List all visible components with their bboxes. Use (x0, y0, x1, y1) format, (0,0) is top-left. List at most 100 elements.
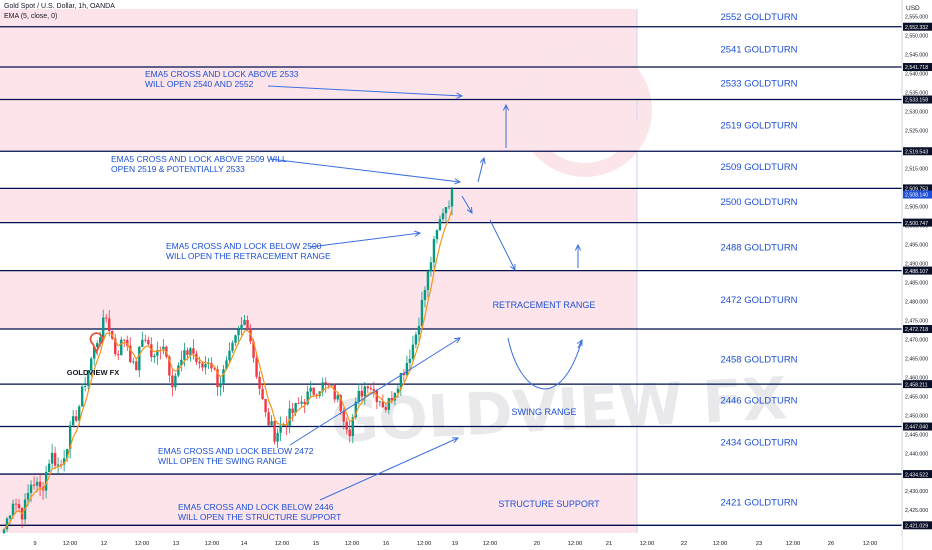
candle-body (264, 399, 267, 413)
candle-body (360, 390, 363, 397)
candle-body (189, 348, 192, 355)
goldturn-label: 2458 GOLDTURN (720, 355, 797, 366)
candle-body (339, 395, 342, 412)
candle-body (59, 464, 63, 466)
time-tick-label: 12:00 (63, 541, 78, 547)
time-axis: 9 12:00 12 12:00 13 12:00 14 12:00 15 12:00 16 12:0… (0, 536, 902, 550)
annotation-line: EMA5 CROSS AND LOCK BELOW 2446 (178, 502, 334, 512)
candle-body (438, 219, 442, 231)
time-tick-label: 12:00 (135, 541, 150, 547)
time-tick-label: 19 (452, 541, 458, 547)
candle-body (333, 384, 336, 400)
candle-body (366, 386, 370, 389)
price-tick-label: 2,440.000 (905, 451, 928, 457)
candle-body (123, 339, 126, 341)
candle-body (408, 358, 412, 363)
price-tag: 2,472.718 (905, 327, 928, 333)
candle-body (198, 361, 201, 364)
price-tag-bg (903, 422, 932, 431)
annotation-line: EMA5 CROSS AND LOCK ABOVE 2509 WILL (111, 154, 287, 164)
candle-body (234, 335, 237, 343)
candle-body (435, 230, 439, 240)
candle-body (180, 359, 183, 366)
price-tag: 2,533.158 (905, 98, 928, 104)
zone-band (0, 474, 637, 533)
candle-body (65, 449, 69, 459)
candle-body (288, 408, 291, 426)
goldturn-label: 2434 GOLDTURN (720, 437, 797, 448)
candle-body (132, 361, 135, 363)
candle-body (369, 388, 373, 390)
arrow-line (309, 232, 421, 248)
price-tag: 2,434.522 (905, 472, 928, 478)
candle-body (231, 342, 234, 351)
candle-body (93, 346, 96, 359)
candle-body (447, 206, 451, 208)
candle-body (243, 320, 246, 325)
candle-body (294, 403, 297, 413)
candle-body (210, 362, 213, 369)
candle-body (303, 401, 306, 405)
candle-body (26, 492, 30, 500)
annotation-line: WILL OPEN THE RETRACEMENT RANGE (166, 251, 331, 261)
candle-body (276, 432, 279, 442)
candle-body (282, 424, 285, 426)
candle-body (330, 384, 333, 386)
indicator-label[interactable]: EMA (5, close, 0) (4, 13, 58, 20)
currency-label: USD (906, 5, 920, 12)
candle-body (429, 262, 433, 271)
time-tick-label: 12:00 (483, 541, 498, 547)
goldturn-label: 2488 GOLDTURN (720, 243, 797, 254)
candle-body (450, 189, 454, 207)
time-tick-label: 12:00 (205, 541, 220, 547)
price-tick-label: 2,475.000 (905, 318, 928, 324)
candle-body (89, 358, 93, 371)
candle-body (126, 339, 129, 346)
time-tick-label: 23 (756, 541, 762, 547)
price-tag-bg (903, 190, 932, 199)
annotation-line: EMA5 CROSS AND LOCK BELOW 2472 (158, 446, 314, 456)
candle-body (432, 239, 436, 263)
swing-curve (507, 337, 583, 390)
candle-body (399, 373, 403, 389)
ema-layer (3, 208, 453, 530)
price-tag-bg (903, 63, 932, 72)
arrow-line (461, 195, 473, 214)
time-tick-label: 12:00 (568, 541, 583, 547)
candle-body (252, 341, 255, 358)
levels-layer (0, 26, 902, 526)
time-tick-label: 16 (383, 541, 389, 547)
candle-body (144, 339, 147, 341)
price-tag: 2,541.718 (905, 65, 928, 71)
arrow-line (267, 85, 463, 97)
price-tick-label: 2,550.000 (905, 34, 928, 40)
candles-layer (2, 186, 454, 534)
time-tick-label: 9 (33, 541, 36, 547)
candle-body (147, 340, 150, 345)
price-tick-label: 2,530.000 (905, 110, 928, 116)
candle-body (228, 350, 231, 361)
candle-body (80, 386, 84, 407)
candle-body (426, 270, 430, 290)
candle-body (405, 362, 409, 376)
price-tick-label: 2,540.000 (905, 72, 928, 78)
time-tick-label: 26 (828, 541, 834, 547)
candle-body (300, 401, 303, 404)
price-tick-label: 2,465.000 (905, 356, 928, 362)
candle-body (44, 471, 48, 491)
candle-body (444, 206, 448, 214)
candle-body (297, 403, 300, 404)
candle-body (38, 481, 42, 488)
candle-body (171, 375, 174, 388)
candle-body (47, 463, 51, 472)
price-axis: 2,425.0002,430.0002,435.0002,440.0002,44… (901, 0, 932, 550)
candle-body (35, 481, 39, 486)
candle-body (237, 329, 240, 336)
price-tag-bg (903, 95, 932, 104)
candle-body (402, 373, 406, 376)
time-tick-label: 12:00 (640, 541, 655, 547)
time-tick-label: 12:00 (275, 541, 290, 547)
candle-body (120, 339, 123, 356)
arrow-head (576, 338, 583, 347)
